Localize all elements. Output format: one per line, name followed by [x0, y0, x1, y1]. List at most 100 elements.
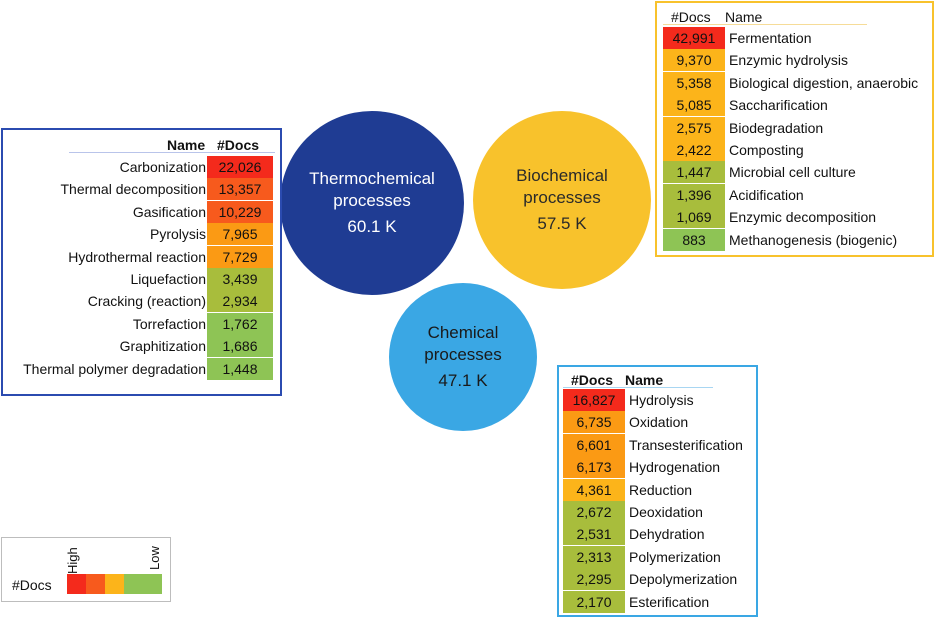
- chem-docs-cell: 4,361: [563, 478, 625, 501]
- bio-circle-value: 57.5 K: [537, 214, 587, 233]
- legend-swatch-red: [67, 574, 86, 594]
- chem-docs-cell: 2,672: [563, 501, 625, 523]
- bio-process-name: Fermentation: [729, 30, 812, 46]
- bio-docs-cell: 883: [663, 228, 725, 251]
- thermo-docs-cell: 13,357: [207, 178, 273, 201]
- chem-table-row: 2,295 Depolymerization: [559, 568, 756, 591]
- thermo-header-name: Name: [167, 137, 206, 153]
- thermo-process-name: Liquefaction: [130, 271, 206, 287]
- bio-docs-cell: 1,069: [663, 206, 725, 229]
- biochemical-table: #Docs Name 42,991 Fermentation 9,370 Enzymi…: [655, 1, 934, 257]
- bio-circle-line1: Biochemical: [516, 166, 608, 185]
- chemical-table: #Docs Name 16,827 Hydrolysis 6,735 Oxidatio…: [557, 365, 758, 617]
- bio-table-row: 2,422 Composting: [657, 139, 932, 161]
- bio-process-name: Microbial cell culture: [729, 164, 856, 181]
- thermo-table-row: 2,934 Cracking (reaction): [3, 290, 280, 313]
- chem-process-name: Depolymerization: [629, 571, 738, 588]
- bio-docs-cell: 2,422: [663, 139, 725, 161]
- chem-table-row: 2,170 Esterification: [559, 590, 756, 613]
- bio-table-row: 1,396 Acidification: [657, 183, 932, 206]
- chem-process-name: Transesterification: [629, 436, 743, 453]
- thermo-docs-cell: 1,762: [207, 312, 273, 335]
- thermo-process-name: Pyrolysis: [149, 226, 206, 243]
- chem-process-name: Reduction: [629, 481, 693, 498]
- chem-circle-line1: Chemical: [427, 323, 499, 342]
- bio-process-name: Composting: [729, 142, 804, 158]
- chem-table-row: 2,313 Polymerization: [559, 545, 756, 568]
- bio-docs-cell: 1,447: [663, 161, 725, 184]
- bio-docs-cell: 9,370: [663, 49, 725, 72]
- thermo-process-name: Cracking (reaction): [87, 293, 206, 310]
- bio-table-row: 2,575 Biodegradation: [657, 116, 932, 139]
- thermo-table-row: 7,965 Pyrolysis: [3, 223, 280, 246]
- chem-header-name: Name: [625, 372, 664, 388]
- biochemical-processes-circle: Biochemical processes 57.5 K: [473, 111, 651, 289]
- bio-circle-line2: processes: [523, 188, 601, 207]
- legend-swatch-amber: [105, 574, 124, 594]
- legend-low-label: Low: [147, 546, 162, 570]
- chem-table-row: 4,361 Reduction: [559, 478, 756, 501]
- bio-table-row: 5,085 Saccharification: [657, 94, 932, 117]
- chem-process-name: Hydrogenation: [629, 459, 721, 476]
- thermo-process-name: Thermal polymer degradation: [23, 360, 206, 377]
- thermo-docs-cell: 22,026: [207, 156, 273, 178]
- bio-process-name: Acidification: [729, 186, 804, 203]
- bio-table-row: 5,358 Biological digestion, anaerobic: [657, 71, 932, 94]
- chem-docs-cell: 2,531: [563, 523, 625, 546]
- bio-table-row: 1,447 Microbial cell culture: [657, 161, 932, 184]
- bio-docs-cell: 5,085: [663, 94, 725, 117]
- chem-docs-cell: 6,601: [563, 433, 625, 456]
- bio-header-name: Name: [725, 9, 763, 25]
- chem-docs-cell: 2,313: [563, 545, 625, 568]
- thermo-process-name: Torrefaction: [132, 315, 206, 332]
- bio-table-row: 1,069 Enzymic decomposition: [657, 206, 932, 229]
- thermo-table-row: 1,762 Torrefaction: [3, 312, 280, 335]
- bio-table-row: 42,991 Fermentation: [657, 27, 932, 49]
- chem-header-docs: #Docs: [571, 372, 614, 388]
- thermo-header-rule: [69, 152, 275, 153]
- chem-docs-cell: 6,173: [563, 456, 625, 479]
- thermo-circle-value: 60.1 K: [347, 217, 397, 236]
- bio-header-docs: #Docs: [671, 9, 711, 25]
- thermo-docs-cell: 3,439: [207, 268, 273, 290]
- thermo-table-row: 3,439 Liquefaction: [3, 268, 280, 290]
- bio-process-name: Saccharification: [729, 97, 828, 114]
- chem-docs-cell: 6,735: [563, 411, 625, 434]
- bio-process-name: Methanogenesis (biogenic): [729, 231, 898, 248]
- chem-table-row: 6,735 Oxidation: [559, 411, 756, 434]
- chem-process-name: Polymerization: [629, 548, 721, 565]
- thermo-table-row: 10,229 Gasification: [3, 200, 280, 223]
- bio-process-name: Biological digestion, anaerobic: [729, 74, 919, 91]
- thermo-table-row: 13,357 Thermal decomposition: [3, 178, 280, 201]
- chemical-processes-circle: Chemical processes 47.1 K: [389, 283, 537, 431]
- legend-swatch-orange-red: [86, 574, 105, 594]
- chem-process-name: Hydrolysis: [629, 392, 694, 408]
- legend-swatch-green: [124, 574, 162, 594]
- chem-table-row: 6,601 Transesterification: [559, 433, 756, 456]
- thermo-table-row: 7,729 Hydrothermal reaction: [3, 245, 280, 268]
- chem-process-name: Deoxidation: [629, 504, 703, 520]
- thermo-process-name: Gasification: [132, 203, 206, 220]
- chem-table-row: 2,531 Dehydration: [559, 523, 756, 546]
- bio-docs-cell: 42,991: [663, 27, 725, 49]
- bio-docs-cell: 5,358: [663, 71, 725, 94]
- thermo-circle-line1: Thermochemical: [309, 169, 435, 188]
- thermo-docs-cell: 1,686: [207, 335, 273, 358]
- thermochemical-processes-circle: Thermochemical processes 60.1 K: [280, 111, 464, 295]
- thermo-table-row: 1,448 Thermal polymer degradation: [3, 357, 280, 380]
- thermo-process-name: Thermal decomposition: [60, 181, 206, 198]
- thermo-header-docs: #Docs: [217, 137, 260, 153]
- chem-circle-line2: processes: [424, 345, 502, 364]
- bio-table-row: 883 Methanogenesis (biogenic): [657, 228, 932, 251]
- chem-process-name: Dehydration: [629, 526, 705, 543]
- chem-process-name: Esterification: [629, 593, 710, 610]
- bio-header-rule: [663, 24, 867, 25]
- thermo-table-row: 22,026 Carbonization: [3, 156, 280, 178]
- legend-label: #Docs: [12, 577, 52, 593]
- chem-circle-value: 47.1 K: [438, 371, 488, 390]
- chem-docs-cell: 2,295: [563, 568, 625, 591]
- thermo-docs-cell: 7,965: [207, 223, 273, 246]
- chem-docs-cell: 2,170: [563, 590, 625, 613]
- chem-docs-cell: 16,827: [563, 389, 625, 411]
- legend-high-label: High: [65, 547, 80, 574]
